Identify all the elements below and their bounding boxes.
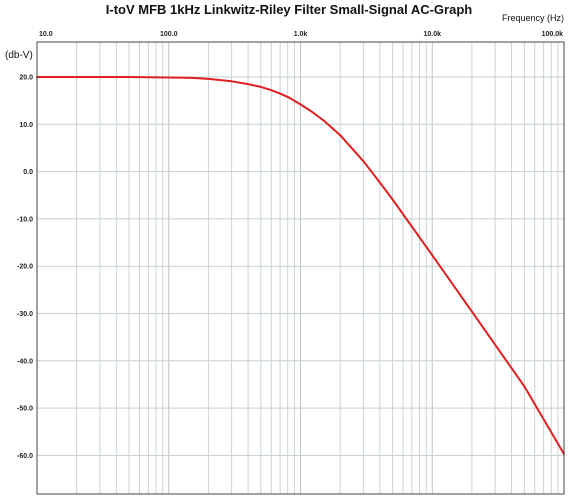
y-tick-label: -20.0 [17,264,33,271]
data-point [299,103,302,106]
x-tick-label: 10.0k [423,31,441,38]
y-tick-label: 10.0 [19,122,33,129]
data-point [471,310,473,313]
y-tick-label: -30.0 [17,311,33,318]
y-tick-label: 20.0 [19,75,33,82]
y-axis-label: (db-V) [5,50,33,61]
x-tick-label: 10.0 [39,31,53,38]
x-axis-label: Frequency (Hz) [501,13,564,23]
data-point [259,86,262,88]
data-point [378,181,381,184]
y-tick-label: -50.0 [17,406,33,413]
data-point [191,77,193,79]
y-tick-label: -40.0 [17,358,33,365]
x-tick-label: 100.0k [542,31,564,38]
data-point [270,89,273,92]
data-point [279,92,281,95]
data-point [339,134,342,137]
y-tick-label: 0.0 [23,169,33,176]
data-point [310,110,312,112]
data-point [207,78,210,80]
data-point [362,160,365,163]
data-point [128,76,131,78]
x-tick-label: 1.0k [294,31,308,38]
tick-labels: 10.0 100.0 1.0k 10.0k 100.0k 20.0 10.0 0.0 -10.0… [17,31,563,460]
data-point [410,225,413,228]
data-point [167,76,170,79]
data-point [286,96,289,98]
chart-title: I-toV MFB 1kHz Linkwitz-Riley Filter Sma… [105,2,473,17]
plot-frame [36,41,565,495]
y-tick-label: -60.0 [17,453,33,460]
data-point [431,254,434,257]
y-tick-label: -10.0 [17,216,33,223]
data-point [322,119,325,122]
data-point [523,385,526,388]
data-point [391,198,394,201]
data-point [230,80,233,83]
data-point [247,83,250,85]
grid [37,42,564,494]
x-tick-label: 100.0 [160,31,178,38]
